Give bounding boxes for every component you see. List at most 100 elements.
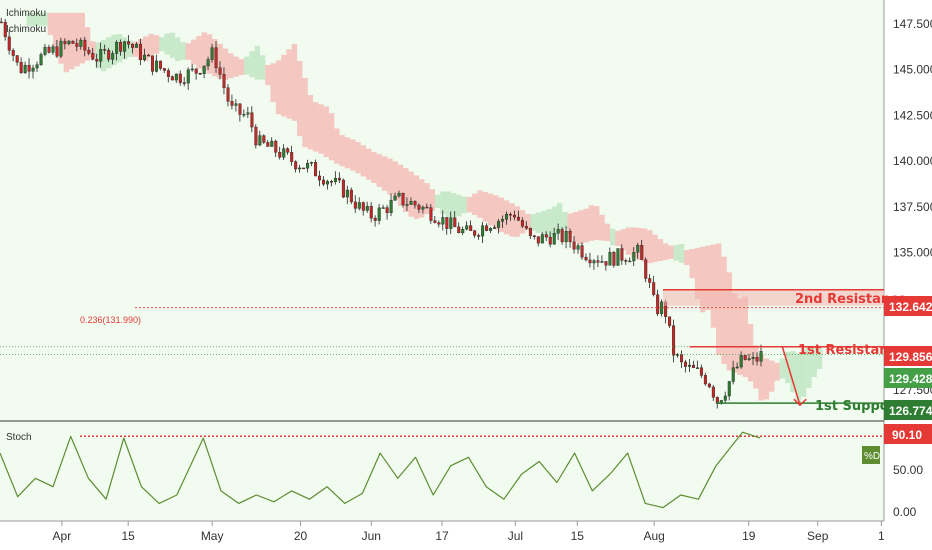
cloud-segment [31,12,38,26]
candle-body [636,244,640,253]
cloud-segment [731,293,738,373]
candle-body [67,40,71,45]
candle-body [87,49,91,54]
cloud-segment [774,362,780,381]
cloud-segment [700,246,706,313]
cloud-segment [753,345,759,389]
candle-body [115,41,119,54]
candle-body [600,261,604,263]
cloud-segment [456,194,462,217]
candle-body [258,135,262,146]
cloud-segment [525,213,531,231]
candle-body [385,207,389,214]
s1-tag-bg [884,400,932,420]
candle-body [23,64,27,73]
candle-body [214,47,218,69]
candle-body [449,217,453,229]
cloud-segment [180,42,186,60]
cloud-segment [307,94,314,150]
candle-body [413,201,417,206]
r2-tag-bg [884,296,932,316]
candle-body [695,367,699,369]
candle-body [194,68,198,74]
candle-body [166,70,170,77]
candle-body [3,21,7,38]
cloud-segment [334,128,340,164]
cloud-segment [726,272,733,371]
cloud-segment [599,214,605,241]
candle-body [95,59,99,62]
cloud-segment [631,227,637,258]
candle-body [540,234,544,244]
stoch-tag-bg [884,424,932,444]
candle-body [146,54,150,57]
candle-body [497,221,501,228]
candle-body [516,216,520,221]
candle-body [755,357,759,362]
candle-body [564,230,568,243]
x-tick-7: 15 [571,529,585,543]
s1-label: 1st Support [815,399,901,414]
candle-body [580,245,584,258]
candle-body [461,229,465,234]
stochastic-line [0,431,761,509]
price-tick-0: 147.500 [893,17,932,31]
candle-body [274,140,278,153]
cloud-segment [286,49,292,119]
indicator-label-ichimoku: Ichimoku [6,8,46,19]
projection-arrowhead [793,398,807,407]
cloud-segment [482,192,489,222]
candle-body [572,241,576,250]
cloud-segment [806,345,812,389]
candle-body [83,39,87,51]
cloud-segment [270,63,276,103]
cloud-segment [477,190,483,218]
candle-body [39,54,43,65]
candle-body [747,358,751,360]
candle-body [127,41,131,45]
candle-body [349,189,353,203]
candle-body [99,49,103,62]
candle-body [218,67,222,75]
candle-body [353,201,357,209]
axis-labels: 147.500 145.000 142.500 140.000 137.500 135.0… [53,17,932,543]
cloud-segment [445,191,451,218]
candle-body [608,252,612,266]
level-lines [0,289,884,438]
stoch-pane [0,421,884,521]
candle-body [743,355,747,360]
candle-body [47,46,51,53]
cloud-segment [541,210,547,236]
candle-body [604,261,608,266]
cloud-segment [795,353,801,405]
candle-body [123,41,127,52]
cloud-segment [742,296,748,378]
cloud-segment [604,223,611,242]
candle-body [711,386,715,398]
candle-body [131,43,135,48]
r1-tag: 129.856 [889,350,932,364]
candle-body [294,161,298,170]
cloud-segment [811,345,817,378]
candle-body [135,43,139,48]
stoch-tick-1: 0.00 [893,505,917,519]
cloud-segment [609,228,616,246]
candle-body [365,205,369,211]
candle-body [485,225,489,231]
candle-body [282,148,286,158]
candle-body [51,46,55,53]
cloud-segment [42,12,48,26]
candle-body [528,228,532,236]
cloud-segment [790,351,796,393]
cloud-segment [429,189,436,211]
cloud-segment [413,175,420,219]
candle-body [111,53,115,60]
cloud-segment [275,60,282,115]
cloud-segment [111,34,117,66]
candle-body [477,235,481,237]
candle-body [473,230,477,236]
candle-body [361,202,365,211]
cloud-segment [466,196,473,213]
candle-body [648,278,652,283]
